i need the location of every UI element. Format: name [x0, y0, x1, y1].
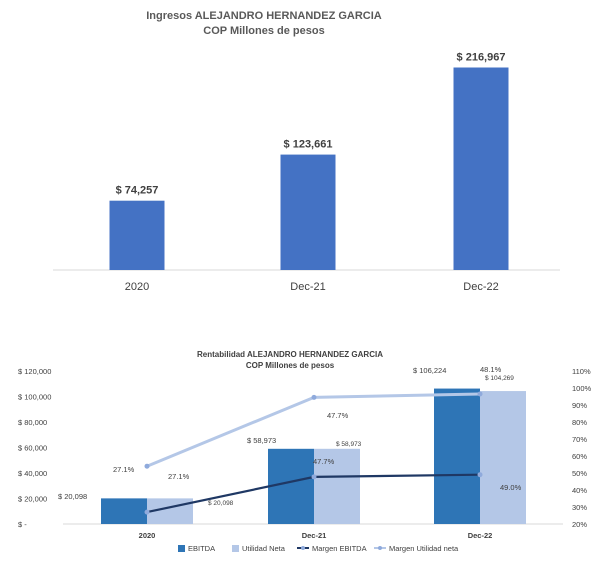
margen-utilidad-neta-label: 27.1%: [168, 472, 190, 481]
right-axis-tick-label: 110%: [572, 367, 591, 376]
margen-ebitda-label: 49.0%: [500, 483, 522, 492]
ebitda-bar-label: $ 20,098: [58, 492, 87, 501]
left-axis-tick-label: $ 40,000: [18, 469, 47, 478]
right-axis-tick-label: 100%: [572, 384, 592, 393]
legend-swatch: [178, 545, 185, 552]
right-axis-tick-label: 80%: [572, 418, 587, 427]
legend-swatch-marker: [378, 546, 382, 550]
right-axis-tick-label: 30%: [572, 503, 587, 512]
margen-ebitda-label: 47.7%: [313, 457, 335, 466]
right-axis-tick-label: 90%: [572, 401, 587, 410]
margen-utilidad-neta-point: [311, 394, 317, 400]
left-axis-tick-label: $ 80,000: [18, 418, 47, 427]
margen-ebitda-label: 27.1%: [113, 465, 135, 474]
margen-utilidad-neta-label: 48.1%: [480, 365, 502, 374]
margen-utilidad-neta-point: [144, 463, 150, 469]
revenue-bar: [453, 67, 509, 270]
legend-swatch: [232, 545, 239, 552]
margen-ebitda-point: [477, 472, 483, 478]
revenue-chart: Ingresos ALEJANDRO HERNANDEZ GARCIA COP …: [53, 10, 560, 293]
legend-label: Utilidad Neta: [242, 544, 286, 553]
utilidad-neta-bar-label: $ 104,269: [485, 375, 514, 382]
left-axis-tick-label: $ 60,000: [18, 444, 47, 453]
revenue-bar-label: $ 74,257: [116, 185, 159, 197]
revenue-bar: [280, 154, 336, 270]
right-axis-tick-label: 20%: [572, 520, 587, 529]
profitability-chart-title: Rentabilidad ALEJANDRO HERNANDEZ GARCIA: [197, 350, 383, 359]
left-axis-tick-label: $ 120,000: [18, 367, 51, 376]
utilidad-neta-bar: [314, 448, 360, 524]
revenue-category-label: 2020: [125, 281, 149, 293]
utilidad-neta-bar-label: $ 58,973: [336, 441, 362, 448]
left-axis-tick-label: $ 20,000: [18, 495, 47, 504]
revenue-bar-label: $ 123,661: [284, 139, 333, 151]
right-axis-tick-label: 70%: [572, 435, 587, 444]
revenue-category-label: Dec-22: [463, 281, 498, 293]
legend-swatch-marker: [301, 546, 305, 550]
legend-label: EBITDA: [188, 544, 215, 553]
profitability-chart: Rentabilidad ALEJANDRO HERNANDEZ GARCIA …: [18, 350, 592, 553]
margen-utilidad-neta-point: [477, 391, 483, 397]
profitability-category-label: 2020: [139, 531, 156, 540]
ebitda-bar: [268, 448, 314, 524]
utilidad-neta-bar: [480, 391, 526, 524]
revenue-bar: [109, 200, 165, 270]
utilidad-neta-bar-label: $ 20,098: [208, 500, 234, 507]
profitability-category-label: Dec-22: [468, 531, 493, 540]
ebitda-bar: [434, 388, 480, 524]
ebitda-bar: [101, 498, 147, 524]
revenue-bar-label: $ 216,967: [457, 51, 506, 63]
margen-ebitda-point: [144, 509, 150, 515]
left-axis-tick-label: $ -: [18, 520, 27, 529]
right-axis-tick-label: 50%: [572, 469, 587, 478]
legend-label: Margen Utilidad neta: [389, 544, 459, 553]
profitability-category-label: Dec-21: [302, 531, 327, 540]
revenue-category-label: Dec-21: [290, 281, 325, 293]
profitability-chart-subtitle: COP Millones de pesos: [246, 361, 335, 370]
right-axis-tick-label: 60%: [572, 452, 587, 461]
ebitda-bar-label: $ 58,973: [247, 436, 276, 445]
revenue-chart-title: Ingresos ALEJANDRO HERNANDEZ GARCIA: [146, 10, 382, 22]
margen-utilidad-neta-label: 47.7%: [327, 411, 349, 420]
legend-label: Margen EBITDA: [312, 544, 367, 553]
right-axis-tick-label: 40%: [572, 486, 587, 495]
ebitda-bar-label: $ 106,224: [413, 366, 446, 375]
left-axis-tick-label: $ 100,000: [18, 393, 51, 402]
margen-ebitda-point: [311, 474, 317, 480]
revenue-chart-subtitle: COP Millones de pesos: [203, 25, 324, 37]
